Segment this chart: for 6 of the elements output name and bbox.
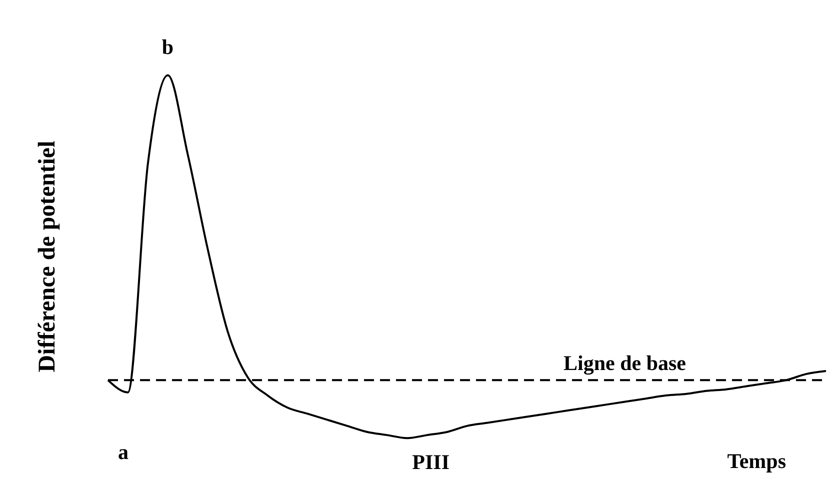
y-axis-title: Différence de potentiel <box>34 140 62 372</box>
text: PIII <box>412 450 450 476</box>
text: b <box>162 35 174 60</box>
text: a <box>118 440 128 466</box>
ref-line-label: Ligne de base <box>563 351 686 376</box>
x-axis-title: Temps <box>727 449 786 474</box>
